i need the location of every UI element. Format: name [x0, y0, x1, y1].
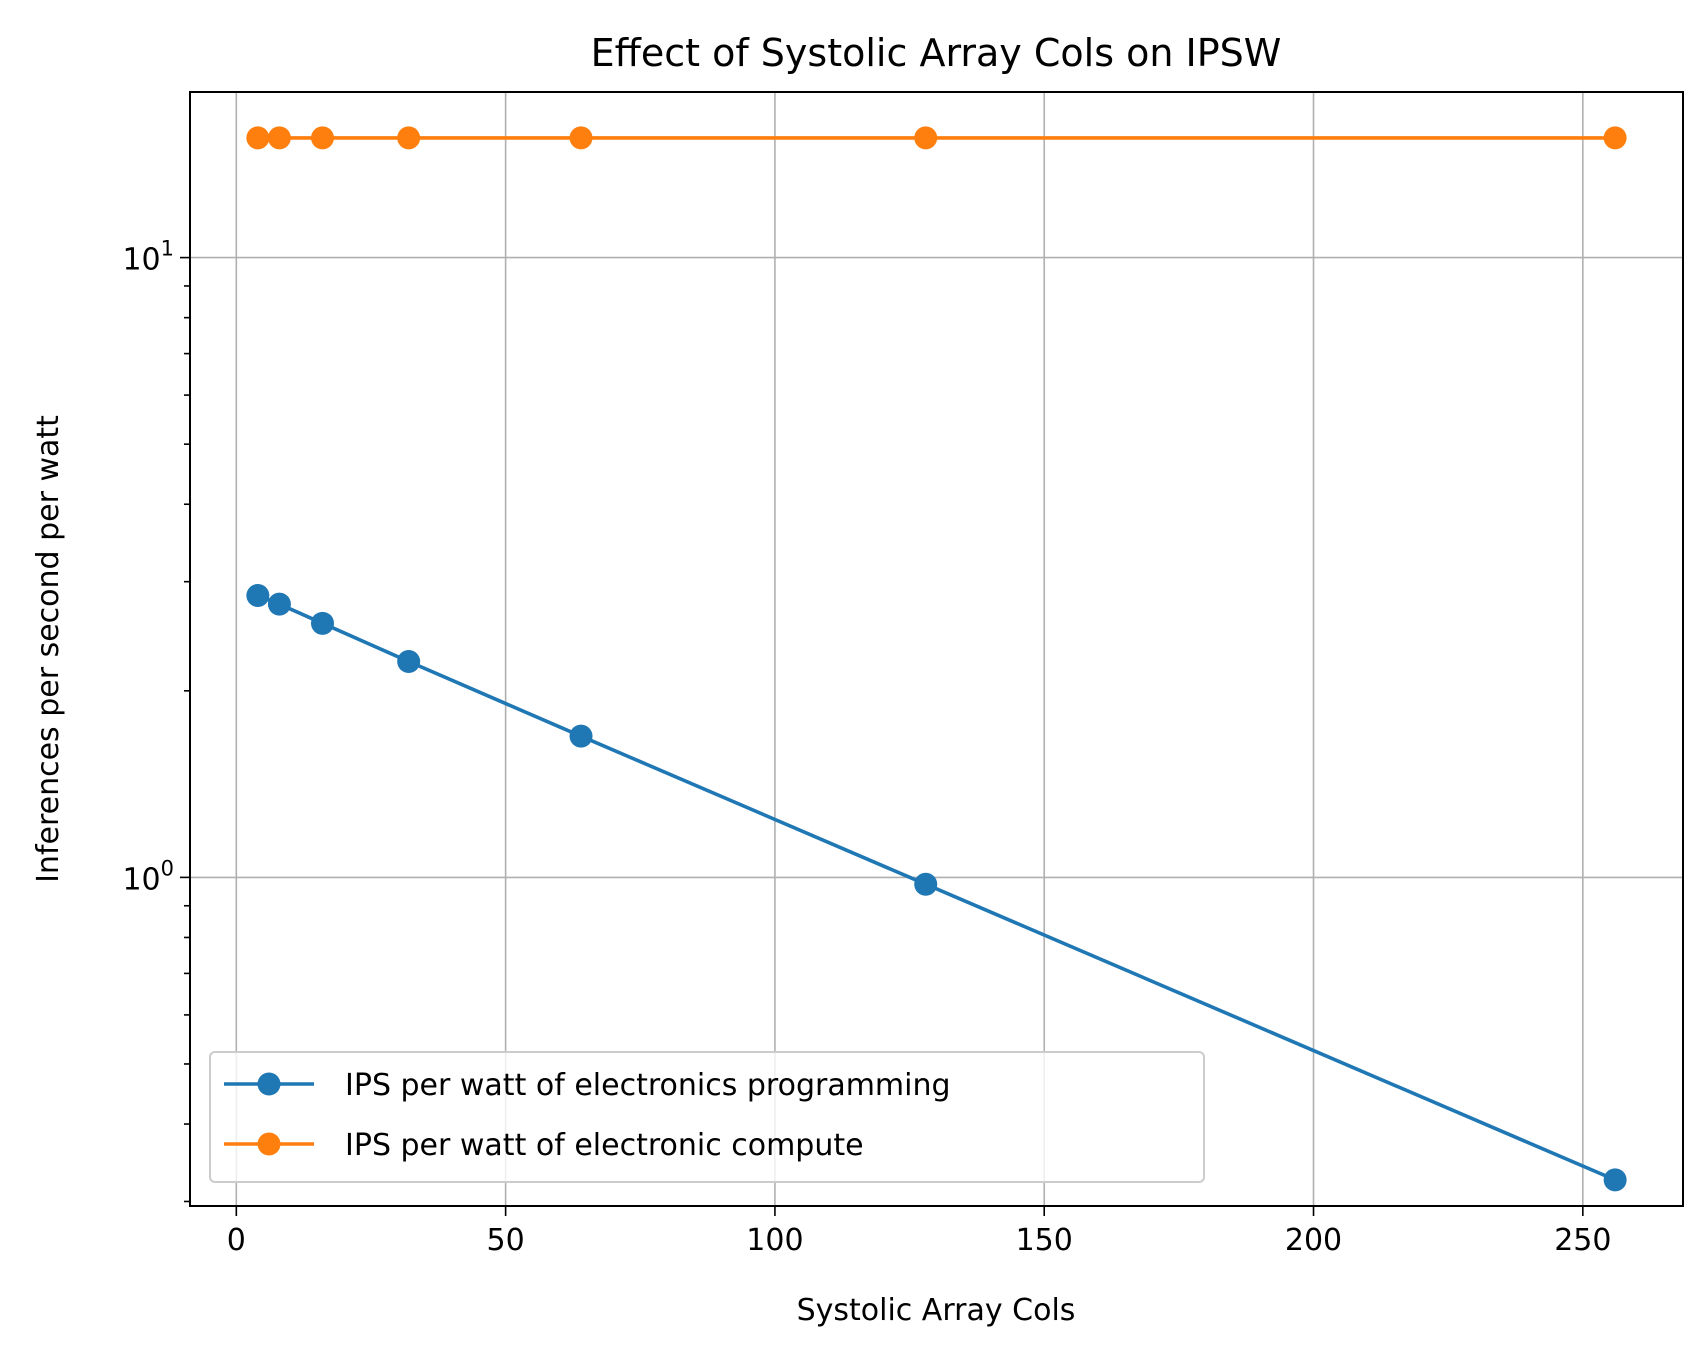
x-tick-label: 200	[1285, 1223, 1342, 1258]
legend-box	[209, 1051, 1205, 1183]
legend-label: IPS per watt of electronic compute	[345, 1128, 864, 1163]
y-tick-label-exponent: 0	[161, 856, 174, 880]
x-tick-label: 150	[1016, 1223, 1073, 1258]
data-point	[914, 126, 938, 150]
data-point	[246, 583, 270, 607]
data-point	[246, 126, 270, 150]
series-0	[246, 583, 1627, 1192]
y-tick-label-base: 10	[122, 243, 160, 278]
data-point	[914, 872, 938, 896]
data-point	[1603, 1168, 1627, 1192]
x-tick-label: 0	[227, 1223, 246, 1258]
data-point	[569, 724, 593, 748]
y-tick-label-exponent: 1	[161, 237, 174, 261]
data-point	[397, 650, 421, 674]
data-point	[267, 592, 291, 616]
x-tick-label: 50	[487, 1223, 525, 1258]
data-point	[267, 126, 291, 150]
series-1	[246, 126, 1627, 150]
data-point	[310, 611, 334, 635]
x-tick-label: 100	[746, 1223, 803, 1258]
y-tick-label-base: 10	[122, 862, 160, 897]
legend-label: IPS per watt of electronics programming	[345, 1068, 951, 1103]
x-axis-label: Systolic Array Cols	[797, 1293, 1076, 1328]
chart-title: Effect of Systolic Array Cols on IPSW	[591, 31, 1282, 75]
data-point	[569, 126, 593, 150]
grid	[190, 92, 1683, 1206]
legend-entry: IPS per watt of electronic compute	[224, 1128, 864, 1163]
legend-marker	[257, 1132, 281, 1156]
plot-frame	[189, 91, 1684, 1207]
series-layer	[246, 126, 1627, 1192]
y-tick-label: 101	[122, 237, 174, 278]
legend-entry: IPS per watt of electronics programming	[224, 1068, 951, 1103]
y-tick-label: 100	[122, 856, 174, 897]
data-point	[1603, 126, 1627, 150]
y-axis-label: Inferences per second per watt	[31, 415, 66, 883]
legend-marker	[257, 1072, 281, 1096]
data-point	[397, 126, 421, 150]
legend: IPS per watt of electronics programming I…	[209, 1051, 1205, 1183]
data-point	[310, 126, 334, 150]
x-tick-label: 250	[1554, 1223, 1611, 1258]
